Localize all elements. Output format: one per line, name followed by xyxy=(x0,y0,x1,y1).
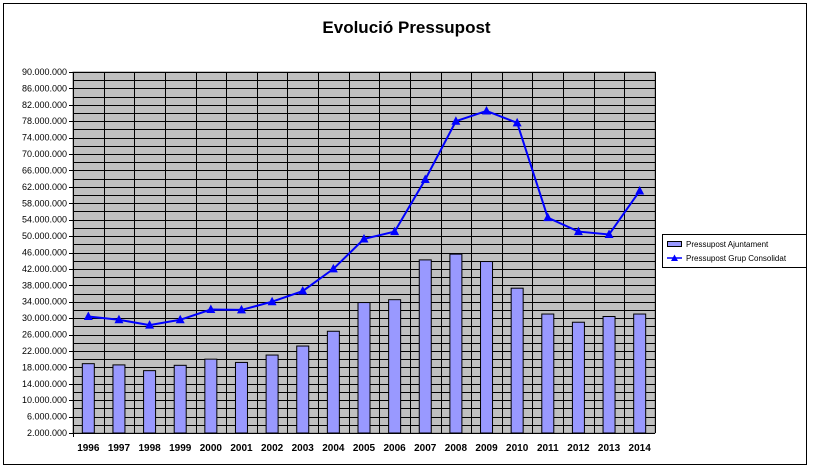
y-tick-label: 30.000.000 xyxy=(22,313,67,323)
y-tick-label: 6.000.000 xyxy=(27,412,67,422)
y-tick-label: 82.000.000 xyxy=(22,100,67,110)
line-marker xyxy=(236,304,246,314)
legend-label-ajuntament: Pressupost Ajuntament xyxy=(686,239,769,249)
line-marker xyxy=(420,174,430,183)
line-marker xyxy=(267,296,277,306)
bar xyxy=(633,313,647,434)
legend-item-grup-consolidat: Pressupost Grup Consolidat xyxy=(667,252,786,264)
x-tick-label: 1999 xyxy=(169,443,192,454)
x-tick-label: 2011 xyxy=(537,443,559,454)
x-tick-label: 2001 xyxy=(230,443,253,454)
y-tick-label: 46.000.000 xyxy=(22,248,67,258)
line-marker xyxy=(114,314,124,324)
chart-title: Evolució Pressupost xyxy=(322,18,491,37)
legend-line-swatch xyxy=(667,254,682,261)
x-tick-label: 2002 xyxy=(261,443,284,454)
bar xyxy=(234,361,248,434)
line-marker xyxy=(145,320,155,329)
bar xyxy=(480,261,494,434)
x-tick-label: 2006 xyxy=(384,443,407,454)
x-tick-label: 2014 xyxy=(629,443,652,454)
line-marker xyxy=(298,286,308,295)
x-tick-label: 1997 xyxy=(108,443,131,454)
line-marker xyxy=(83,311,93,320)
y-tick-label: 58.000.000 xyxy=(22,198,67,208)
bar xyxy=(571,321,585,434)
bar xyxy=(357,302,371,434)
x-tick-label: 2009 xyxy=(475,443,498,454)
legend-label-grup-consolidat: Pressupost Grup Consolidat xyxy=(686,253,787,263)
y-tick-label: 62.000.000 xyxy=(22,182,67,192)
line-marker xyxy=(573,226,583,236)
line-marker xyxy=(512,117,522,127)
y-tick-label: 78.000.000 xyxy=(22,116,67,126)
x-tick-label: 2005 xyxy=(353,443,376,454)
y-tick-label: 26.000.000 xyxy=(22,330,67,340)
x-tick-label: 2000 xyxy=(200,443,223,454)
y-tick-label: 42.000.000 xyxy=(22,264,67,274)
bar xyxy=(510,287,524,434)
y-tick-label: 54.000.000 xyxy=(22,215,67,225)
line-marker xyxy=(359,233,369,243)
x-tick-label: 2012 xyxy=(567,443,590,454)
y-tick-label: 74.000.000 xyxy=(22,133,67,143)
bar xyxy=(602,315,616,434)
x-tick-label: 2010 xyxy=(506,443,529,454)
bar xyxy=(296,345,310,434)
bar xyxy=(112,364,126,434)
x-tick-label: 2013 xyxy=(598,443,621,454)
y-tick-label: 34.000.000 xyxy=(22,297,67,307)
line-marker xyxy=(635,185,645,195)
legend-item-ajuntament: Pressupost Ajuntament xyxy=(667,238,768,250)
x-tick-label: 2003 xyxy=(292,443,315,454)
y-tick-label: 10.000.000 xyxy=(22,395,67,405)
y-tick-label: 14.000.000 xyxy=(22,379,67,389)
x-tick-label: 2004 xyxy=(322,443,345,454)
line-marker xyxy=(328,263,338,273)
bar xyxy=(418,259,432,434)
line-marker xyxy=(543,212,553,222)
x-tick-label: 2008 xyxy=(445,443,468,454)
line-marker xyxy=(482,105,492,115)
line-marker xyxy=(451,116,461,125)
y-tick-label: 2.000.000 xyxy=(27,428,67,438)
x-tick-label: 1996 xyxy=(77,443,100,454)
y-tick-label: 66.000.000 xyxy=(22,165,67,175)
legend: Pressupost Ajuntament Pressupost Grup Co… xyxy=(662,234,807,268)
legend-bar-swatch xyxy=(667,241,682,247)
bar xyxy=(204,358,218,434)
y-tick-label: 70.000.000 xyxy=(22,149,67,159)
bar xyxy=(388,299,402,434)
x-tick-label: 1998 xyxy=(138,443,161,454)
line-marker xyxy=(604,229,614,238)
y-tick-label: 50.000.000 xyxy=(22,231,67,241)
y-tick-label: 18.000.000 xyxy=(22,362,67,372)
y-tick-label: 86.000.000 xyxy=(22,83,67,93)
x-tick-label: 2007 xyxy=(414,443,437,454)
y-tick-label: 38.000.000 xyxy=(22,280,67,290)
bar xyxy=(449,253,463,434)
bar xyxy=(326,330,340,434)
bar xyxy=(81,363,95,434)
y-tick-label: 22.000.000 xyxy=(22,346,67,356)
line-marker xyxy=(206,304,216,314)
bar xyxy=(143,370,157,434)
bar xyxy=(541,313,555,434)
line-marker xyxy=(390,226,400,236)
line-marker xyxy=(175,314,185,324)
bar xyxy=(173,364,187,434)
y-tick-label: 90.000.000 xyxy=(22,67,67,77)
bar xyxy=(265,354,279,434)
